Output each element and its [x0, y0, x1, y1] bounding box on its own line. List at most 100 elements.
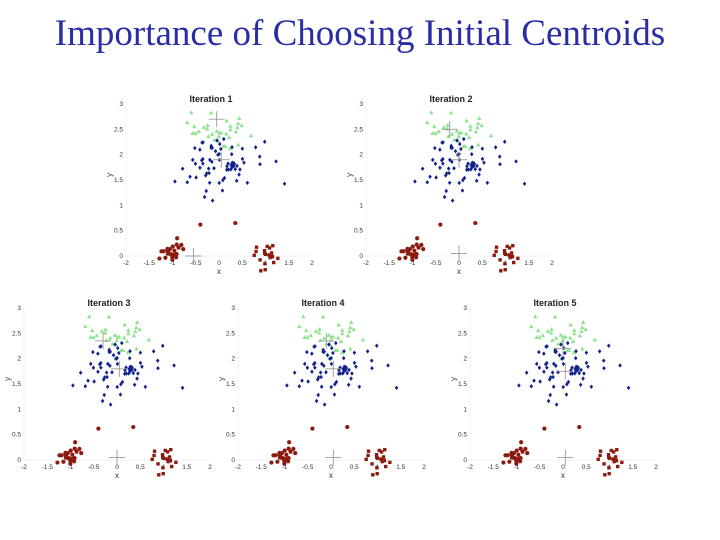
blue-cluster-point: [354, 364, 358, 369]
red-cluster-point: [179, 242, 184, 247]
blue-cluster-point: [193, 161, 198, 166]
blue-cluster-point: [557, 352, 562, 358]
y-axis-label: y: [217, 377, 226, 381]
red-cluster-point: [374, 455, 379, 459]
blue-cluster-point: [447, 170, 451, 176]
blue-cluster-point: [102, 375, 107, 380]
red-cluster-point: [275, 459, 280, 464]
blue-cluster-point: [439, 158, 444, 163]
green-cluster-point: [221, 143, 226, 148]
x-axis-label: x: [115, 471, 119, 480]
blue-cluster-point: [564, 392, 569, 397]
centroid-marker: [208, 111, 225, 128]
red-cluster-point: [512, 260, 516, 265]
blue-cluster-point: [91, 349, 95, 355]
blue-cluster-point: [577, 370, 582, 376]
red-cluster-point: [519, 440, 524, 445]
red-cluster-point: [160, 455, 165, 459]
y-tick-label: 1.5: [12, 381, 21, 388]
y-tick-label: 3: [231, 305, 235, 312]
blue-cluster-point: [219, 146, 223, 152]
red-cluster-point: [254, 245, 259, 249]
y-tick-label: 3: [359, 101, 363, 108]
blue-cluster-point: [310, 351, 314, 356]
red-cluster-point: [254, 249, 258, 254]
blue-cluster-point: [581, 376, 585, 381]
green-cluster-point: [106, 314, 112, 319]
green-cluster-point: [348, 325, 353, 330]
y-tick-label: 2.5: [12, 330, 21, 337]
red-cluster-point: [375, 466, 379, 470]
blue-cluster-point: [225, 164, 229, 169]
red-cluster-point: [518, 455, 523, 461]
red-cluster-point: [614, 459, 619, 463]
red-cluster-point: [416, 245, 421, 250]
green-cluster-point: [348, 346, 353, 351]
red-cluster-point: [67, 456, 72, 461]
blue-cluster-point: [532, 378, 536, 383]
blue-cluster-point: [442, 194, 447, 200]
red-cluster-point: [161, 466, 165, 470]
x-tick-label: -1.5: [488, 464, 500, 471]
x-tick-label: -1: [282, 464, 288, 471]
blue-cluster-point: [542, 351, 546, 356]
red-cluster-point: [612, 459, 616, 464]
x-tick-label: 0.5: [478, 260, 487, 267]
green-cluster-point: [579, 329, 584, 334]
x-tick-label: -1: [514, 464, 520, 471]
blue-cluster-point: [98, 344, 102, 349]
blue-cluster-point: [71, 383, 75, 388]
chart-title: Iteration 1: [189, 94, 232, 104]
y-tick-label: 0: [231, 457, 235, 464]
red-cluster-point: [276, 256, 280, 261]
blue-cluster-point: [199, 158, 204, 163]
blue-cluster-point: [413, 179, 417, 184]
green-cluster-point: [430, 130, 435, 135]
y-tick-label: 3: [119, 101, 123, 108]
green-cluster-point: [473, 129, 479, 134]
red-cluster-point: [96, 426, 101, 431]
blue-cluster-point: [357, 384, 362, 390]
blue-cluster-point: [215, 138, 219, 143]
green-cluster-point: [226, 135, 232, 140]
blue-cluster-point: [253, 145, 258, 150]
blue-cluster-point: [305, 365, 310, 370]
red-cluster-point: [169, 447, 173, 452]
red-cluster-point: [174, 460, 178, 465]
red-cluster-point: [383, 447, 387, 452]
red-cluster-point: [165, 457, 169, 461]
green-cluster-point: [103, 326, 108, 331]
red-cluster-point: [269, 460, 274, 465]
blue-cluster-point: [312, 344, 316, 349]
red-cluster-point: [494, 245, 499, 249]
red-cluster-point: [370, 462, 374, 466]
blue-cluster-point: [240, 156, 245, 162]
blue-cluster-point: [207, 170, 211, 176]
blue-cluster-point: [477, 172, 481, 177]
green-cluster-point: [236, 115, 242, 120]
blue-cluster-point: [305, 349, 309, 355]
blue-cluster-point: [453, 148, 458, 154]
blue-cluster-point: [210, 198, 215, 203]
blue-cluster-point: [138, 350, 143, 355]
x-tick-label: -2: [363, 260, 369, 267]
x-axis-label: x: [561, 471, 565, 480]
blue-cluster-point: [83, 384, 88, 389]
y-tick-label: 2: [119, 152, 123, 159]
blue-cluster-point: [433, 161, 438, 166]
x-tick-label: 2: [310, 260, 314, 267]
x-tick-label: -1: [410, 260, 416, 267]
blue-cluster-point: [127, 355, 132, 361]
green-cluster-point: [239, 122, 244, 127]
blue-cluster-point: [548, 392, 553, 398]
blue-cluster-point: [470, 145, 474, 150]
centroid-marker: [451, 151, 467, 168]
red-cluster-point: [598, 453, 602, 458]
blue-cluster-point: [220, 188, 225, 193]
x-axis-label: x: [329, 471, 333, 480]
red-cluster-point: [72, 455, 77, 461]
green-cluster-point: [206, 134, 211, 139]
blue-cluster-point: [602, 365, 606, 371]
x-tick-label: 0.5: [582, 464, 591, 471]
red-cluster-point: [412, 248, 417, 253]
